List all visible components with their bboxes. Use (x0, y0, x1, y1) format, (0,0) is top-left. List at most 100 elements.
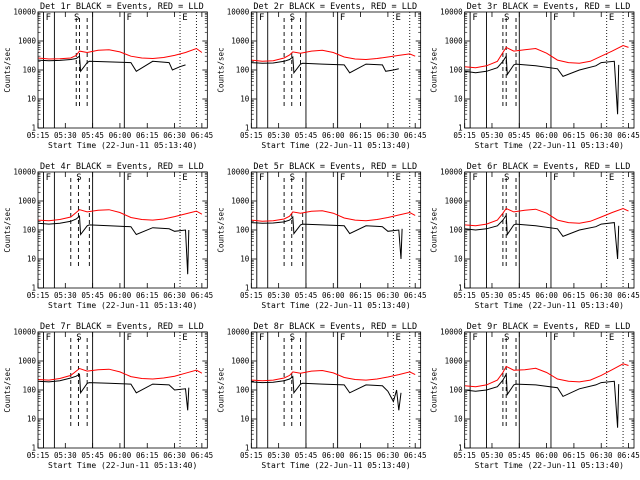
plot-frame (464, 171, 635, 289)
y-tick-label: 1000 (231, 37, 250, 46)
x-tick-label: 06:30 (377, 451, 400, 460)
flag-label: F (46, 173, 51, 183)
flag-label: E (396, 13, 401, 23)
x-tick-label: 05:15 (453, 291, 476, 300)
x-tick-label: 06:30 (590, 131, 613, 140)
y-tick-label: 1000 (445, 357, 464, 366)
flag-label: E (182, 13, 187, 23)
x-tick-label: 05:30 (267, 291, 290, 300)
panel-title: Det 3r BLACK = Events, RED = LLD (467, 2, 631, 12)
series-line-lld (464, 207, 629, 227)
x-tick-label: 05:15 (27, 291, 50, 300)
y-tick-label: 100 (449, 66, 463, 75)
flag-label: S (290, 173, 295, 183)
x-tick-label: 05:45 (295, 451, 318, 460)
x-tick-label: 06:45 (617, 291, 640, 300)
x-axis-label: Start Time (22-Jun-11 05:13:40) (261, 461, 410, 470)
x-axis-label: Start Time (22-Jun-11 05:13:40) (48, 301, 197, 310)
y-tick-label: 10000 (227, 168, 250, 177)
series-line-lld (464, 363, 629, 388)
y-tick-label: 10000 (440, 168, 463, 177)
flag-label: F (46, 13, 51, 23)
flag-label: S (504, 333, 509, 343)
y-tick-label: 10 (240, 415, 250, 424)
x-tick-label: 06:15 (349, 131, 372, 140)
flag-label: E (396, 173, 401, 183)
x-tick-label: 06:45 (404, 291, 427, 300)
y-tick-label: 10 (27, 95, 37, 104)
flag-label: S (290, 13, 295, 23)
series-line-events (464, 213, 620, 260)
flag-label: E (396, 333, 401, 343)
x-tick-label: 06:00 (109, 291, 132, 300)
y-tick-label: 100 (22, 66, 36, 75)
series-line-events (251, 375, 402, 411)
y-axis-label: Counts/sec (3, 207, 12, 252)
x-tick-label: 05:45 (81, 131, 104, 140)
x-tick-label: 06:00 (535, 291, 558, 300)
x-tick-label: 06:15 (563, 451, 586, 460)
x-axis-label: Start Time (22-Jun-11 05:13:40) (475, 301, 624, 310)
plot-frame (250, 331, 422, 449)
x-tick-label: 06:00 (322, 131, 345, 140)
series-line-events (251, 56, 399, 75)
y-tick-label: 10 (240, 255, 250, 264)
y-tick-label: 1 (31, 444, 36, 453)
y-axis-label: Counts/sec (430, 367, 439, 412)
y-tick-label: 10000 (440, 8, 463, 17)
x-tick-label: 06:00 (322, 291, 345, 300)
x-tick-label: 05:30 (54, 291, 77, 300)
flag-label: E (182, 333, 187, 343)
x-tick-label: 06:00 (535, 451, 558, 460)
y-tick-label: 100 (449, 226, 463, 235)
y-tick-label: 1 (245, 124, 250, 133)
panel-title: Det 1r BLACK = Events, RED = LLD (40, 2, 204, 12)
panel-title: Det 8r BLACK = Events, RED = LLD (253, 322, 417, 332)
x-tick-label: 06:45 (191, 131, 214, 140)
y-tick-label: 10000 (13, 328, 36, 337)
series-line-events (251, 215, 403, 260)
y-tick-label: 10000 (13, 168, 36, 177)
y-axis-label: Counts/sec (3, 47, 12, 92)
flag-label: E (609, 13, 614, 23)
series-line-lld (251, 369, 416, 382)
y-tick-label: 10 (240, 95, 250, 104)
panel-title: Det 6r BLACK = Events, RED = LLD (467, 162, 631, 172)
series-line-events (37, 373, 190, 411)
x-tick-label: 06:45 (617, 451, 640, 460)
x-tick-label: 05:45 (295, 131, 318, 140)
x-tick-label: 06:45 (617, 131, 640, 140)
flag-label: S (504, 13, 509, 23)
y-tick-label: 100 (449, 386, 463, 395)
y-tick-label: 10 (454, 415, 464, 424)
x-tick-label: 06:15 (563, 131, 586, 140)
flag-label: F (259, 173, 264, 183)
y-tick-label: 10 (454, 95, 464, 104)
y-tick-label: 10000 (13, 8, 36, 17)
x-tick-label: 06:30 (590, 451, 613, 460)
series-line-events (37, 55, 186, 73)
y-tick-label: 100 (236, 66, 250, 75)
series-line-events (37, 215, 190, 275)
x-tick-label: 06:45 (404, 451, 427, 460)
series-line-lld (37, 367, 203, 381)
x-tick-label: 05:30 (481, 291, 504, 300)
x-tick-label: 05:45 (508, 131, 531, 140)
plot-frame (464, 331, 635, 449)
panel-title: Det 4r BLACK = Events, RED = LLD (40, 162, 204, 172)
y-tick-label: 1 (458, 284, 463, 293)
flag-label: F (259, 13, 264, 23)
flag-label: F (46, 333, 51, 343)
x-tick-label: 05:30 (267, 131, 290, 140)
x-tick-label: 05:30 (54, 451, 77, 460)
series-line-lld (251, 49, 416, 62)
y-tick-label: 1000 (231, 197, 250, 206)
x-tick-label: 05:45 (295, 291, 318, 300)
x-tick-label: 05:30 (54, 131, 77, 140)
x-tick-label: 05:15 (27, 131, 50, 140)
flag-label: F (126, 13, 131, 23)
x-tick-label: 06:15 (136, 291, 159, 300)
